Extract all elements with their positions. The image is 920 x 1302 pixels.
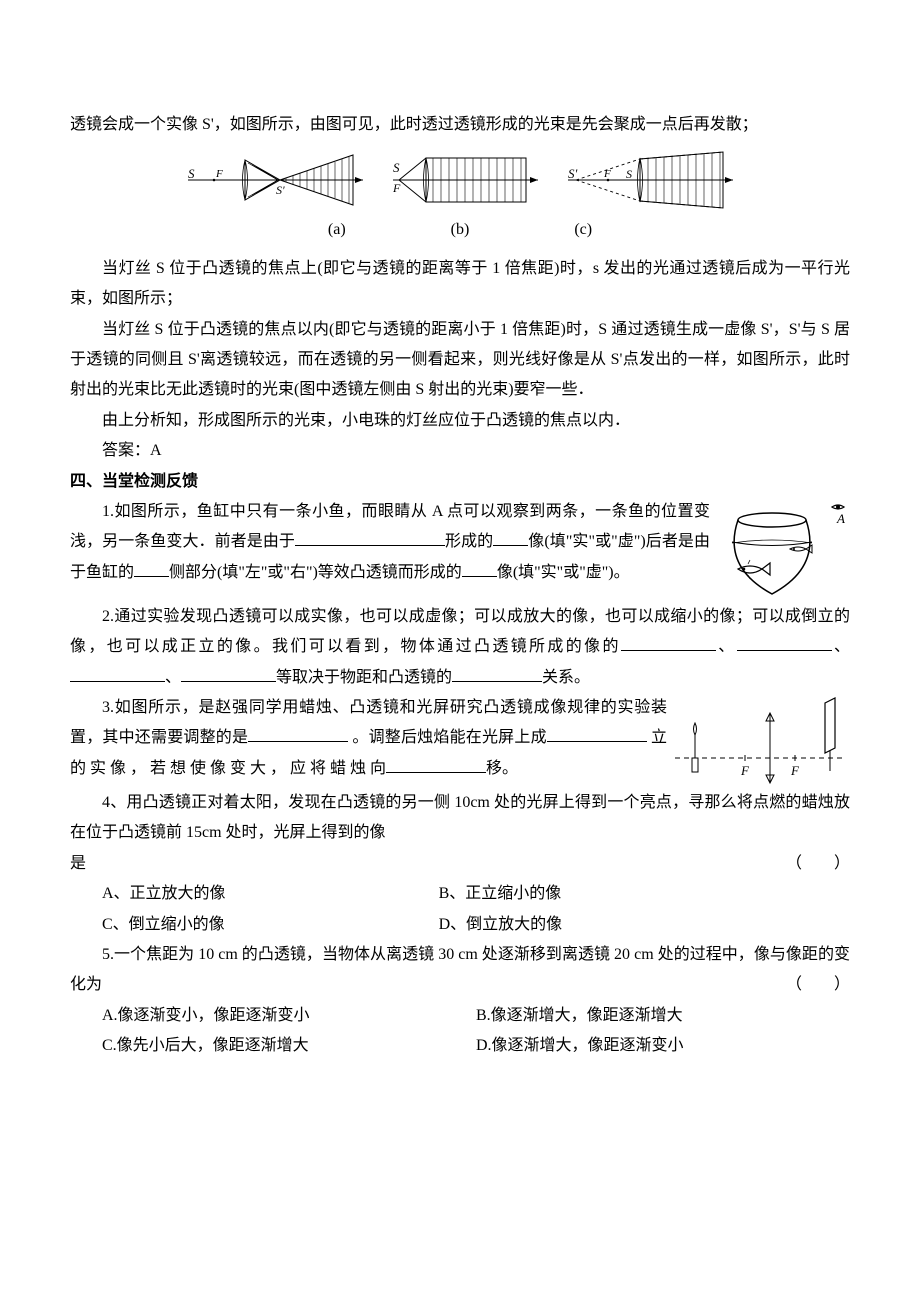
- label-a: (a): [328, 215, 346, 245]
- q5-opt-b: B.像逐渐增大，像距逐渐增大: [476, 1001, 850, 1031]
- label-c: (c): [574, 215, 592, 245]
- q2-blank5: [452, 665, 542, 682]
- q2-blank2: [737, 634, 832, 651]
- svg-text:S': S': [276, 183, 285, 197]
- q2-sep1: 、: [716, 638, 737, 655]
- q1-blank1: [295, 529, 445, 546]
- q1-mid1: 形成的: [445, 533, 493, 550]
- q2-sep2: 、: [832, 638, 850, 655]
- q3-mid1: 。调整后烛焰能在光屏上成: [348, 729, 547, 746]
- q5-opt-d: D.像逐渐增大，像距逐渐变小: [476, 1031, 850, 1061]
- q4-opt-d: D、倒立放大的像: [439, 910, 776, 940]
- body-p2: 当灯丝 S 位于凸透镜的焦点上(即它与透镜的距离等于 1 倍焦距)时，s 发出的…: [70, 254, 850, 315]
- optbench-figure: F F: [675, 693, 850, 788]
- body-ans: 答案：A: [70, 436, 850, 466]
- q1-blank4: [462, 560, 497, 577]
- q1-blank2: [493, 529, 528, 546]
- q5-opt-c: C.像先小后大，像距逐渐增大: [102, 1031, 476, 1061]
- q2-blank3: [70, 665, 165, 682]
- q4-line2-text: 是: [70, 855, 86, 872]
- svg-text:F: F: [393, 181, 401, 195]
- q4-opts: A、正立放大的像 B、正立缩小的像 C、倒立缩小的像 D、倒立放大的像: [102, 879, 850, 940]
- q3-blank1: [248, 725, 348, 742]
- q5: 5.一个焦距为 10 cm 的凸透镜，当物体从离透镜 30 cm 处逐渐移到离透…: [70, 940, 850, 1001]
- fishbowl-figure: A: [720, 497, 850, 602]
- q1-tail: 像(填"实"或"虚")。: [497, 564, 630, 581]
- q4-opt-a: A、正立放大的像: [102, 879, 439, 909]
- svg-text:F: F: [740, 763, 750, 778]
- q2: 2.通过实验发现凸透镜可以成实像，也可以成虚像；可以成放大的像，也可以成缩小的像…: [70, 602, 850, 693]
- diagram-a: S F: [188, 150, 363, 210]
- q4-opt-b: B、正立缩小的像: [439, 879, 776, 909]
- q2-tail: 关系。: [542, 669, 590, 686]
- optics-diagrams: S F: [70, 150, 850, 210]
- q4-paren: （ ）: [786, 849, 850, 879]
- body-p3: 当灯丝 S 位于凸透镜的焦点以内(即它与透镜的距离小于 1 倍焦距)时，S 通过…: [70, 315, 850, 406]
- q5-text: 5.一个焦距为 10 cm 的凸透镜，当物体从离透镜 30 cm 处逐渐移到离透…: [70, 946, 850, 993]
- svg-text:A: A: [836, 511, 845, 526]
- q1-mid3: 侧部分(填"左"或"右")等效凸透镜而形成的: [169, 564, 462, 581]
- svg-text:S': S': [568, 166, 578, 181]
- intro-p1: 透镜会成一个实像 S'，如图所示，由图可见，此时透过透镜形成的光束是先会聚成一点…: [70, 110, 850, 140]
- q5-opt-a: A.像逐渐变小，像距逐渐变小: [102, 1001, 476, 1031]
- q3-tail: 移。: [486, 760, 518, 777]
- page: 透镜会成一个实像 S'，如图所示，由图可见，此时透过透镜形成的光束是先会聚成一点…: [0, 0, 920, 1142]
- svg-text:F: F: [215, 168, 223, 180]
- svg-text:S: S: [393, 160, 400, 175]
- q4-opt-c: C、倒立缩小的像: [102, 910, 439, 940]
- q2-blank4: [181, 665, 276, 682]
- q2-blank1: [621, 634, 716, 651]
- q2-sep3: 、: [165, 669, 181, 686]
- svg-text:F: F: [603, 168, 611, 180]
- body-p4: 由上分析知，形成图所示的光束，小电珠的灯丝应位于凸透镜的焦点以内．: [70, 406, 850, 436]
- q1-blank3: [134, 560, 169, 577]
- section4-heading: 四、当堂检测反馈: [70, 467, 850, 497]
- label-b: (b): [451, 215, 470, 245]
- diagram-c: S' F S: [568, 150, 733, 210]
- svg-text:F: F: [790, 763, 800, 778]
- q4-line2: 是 （ ）: [70, 849, 850, 879]
- svg-text:S: S: [188, 166, 195, 181]
- q5-opts: A.像逐渐变小，像距逐渐变小 B.像逐渐增大，像距逐渐增大 C.像先小后大，像距…: [102, 1001, 850, 1062]
- q5-paren: （ ）: [754, 970, 850, 1000]
- q4-line1: 4、用凸透镜正对着太阳，发现在凸透镜的另一侧 10cm 处的光屏上得到一个亮点，…: [70, 788, 850, 849]
- q3-blank3: [386, 756, 486, 773]
- diagram-b: S F: [393, 150, 538, 210]
- q2-mid: 等取决于物距和凸透镜的: [276, 669, 452, 686]
- svg-text:S: S: [626, 167, 632, 181]
- q3-blank2: [547, 725, 647, 742]
- diagram-labels: (a) (b) (c): [70, 215, 850, 245]
